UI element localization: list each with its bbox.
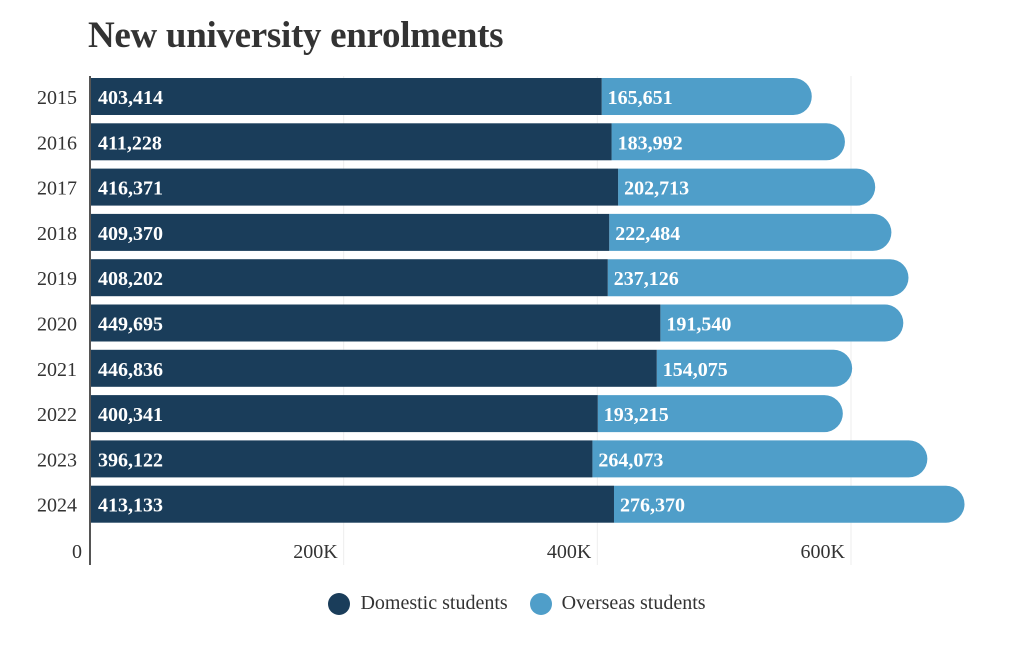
bar-overseas bbox=[613, 485, 965, 523]
bar-domestic bbox=[90, 213, 610, 251]
bar-label-domestic: 396,122 bbox=[98, 449, 163, 471]
legend-swatch-overseas bbox=[529, 592, 552, 615]
x-tick-label: 200K bbox=[293, 541, 338, 563]
bar-overseas bbox=[611, 123, 845, 161]
y-tick-label: 2016 bbox=[37, 132, 77, 154]
bar-domestic bbox=[90, 123, 612, 161]
bar-overseas bbox=[601, 78, 812, 115]
bar-domestic bbox=[90, 168, 619, 206]
legend-item-domestic[interactable]: Domestic students bbox=[328, 592, 508, 615]
y-tick-label: 2020 bbox=[37, 314, 77, 336]
y-tick-label: 2024 bbox=[37, 495, 77, 517]
bar-domestic bbox=[90, 78, 602, 115]
bar-label-domestic: 400,341 bbox=[98, 404, 163, 426]
chart-title: New university enrolments bbox=[88, 15, 504, 56]
bar-label-overseas: 276,370 bbox=[620, 495, 685, 517]
stacked-bar-chart: 403,414 165,651 411,228 183,992 416,371 202,7… bbox=[37, 76, 965, 565]
bar-label-domestic: 449,695 bbox=[98, 314, 163, 336]
bar-overseas bbox=[656, 349, 853, 387]
bar-label-overseas: 191,540 bbox=[666, 314, 731, 336]
bar-domestic bbox=[90, 349, 657, 387]
bar-label-domestic: 403,414 bbox=[98, 87, 163, 109]
bar-label-overseas: 237,126 bbox=[614, 268, 679, 290]
bar-overseas bbox=[660, 304, 904, 342]
y-tick-label: 2017 bbox=[37, 178, 77, 200]
y-axis-labels: 2015 2016 2017 2018 2019 2020 2021 2022 2023 2024 bbox=[37, 87, 77, 517]
bar-overseas bbox=[597, 395, 843, 433]
bar-domestic bbox=[90, 395, 598, 433]
bar-label-overseas: 264,073 bbox=[598, 449, 663, 471]
legend-swatch-domestic bbox=[328, 592, 351, 615]
x-tick-label: 600K bbox=[801, 541, 846, 563]
y-tick-label: 2015 bbox=[37, 87, 77, 109]
legend-label-domestic: Domestic students bbox=[360, 592, 508, 614]
bar-label-domestic: 411,228 bbox=[98, 132, 162, 154]
bar-label-overseas: 183,992 bbox=[618, 132, 683, 154]
y-tick-label: 2023 bbox=[37, 449, 77, 471]
bar-label-overseas: 154,075 bbox=[663, 359, 728, 381]
bar-label-overseas: 165,651 bbox=[608, 87, 673, 109]
bar-label-domestic: 413,133 bbox=[98, 495, 163, 517]
y-tick-label: 2021 bbox=[37, 359, 77, 381]
x-axis-labels: 0 200K 400K 600K bbox=[72, 541, 846, 563]
bar-overseas bbox=[609, 213, 892, 251]
bar-domestic bbox=[90, 440, 593, 478]
bar-label-overseas: 202,713 bbox=[624, 178, 689, 200]
y-tick-label: 2018 bbox=[37, 223, 77, 245]
x-tick-label: 0 bbox=[72, 541, 82, 563]
bar-overseas bbox=[592, 440, 928, 478]
bar-label-overseas: 193,215 bbox=[604, 404, 669, 426]
bar-overseas bbox=[618, 168, 876, 206]
bar-domestic bbox=[90, 259, 608, 297]
bar-domestic bbox=[90, 485, 614, 523]
legend: Domestic students Overseas students bbox=[0, 592, 1034, 615]
bar-label-domestic: 416,371 bbox=[98, 178, 163, 200]
legend-label-overseas: Overseas students bbox=[561, 592, 706, 614]
x-tick-label: 400K bbox=[547, 541, 592, 563]
bar-label-domestic: 409,370 bbox=[98, 223, 163, 245]
bars: 403,414 165,651 411,228 183,992 416,371 202,7… bbox=[90, 78, 965, 523]
bar-label-overseas: 222,484 bbox=[615, 223, 680, 245]
bar-label-domestic: 408,202 bbox=[98, 268, 163, 290]
y-tick-label: 2019 bbox=[37, 268, 77, 290]
y-tick-label: 2022 bbox=[37, 404, 77, 426]
bar-label-domestic: 446,836 bbox=[98, 359, 163, 381]
legend-item-overseas[interactable]: Overseas students bbox=[529, 592, 706, 615]
bar-overseas bbox=[607, 259, 909, 297]
bar-domestic bbox=[90, 304, 661, 342]
